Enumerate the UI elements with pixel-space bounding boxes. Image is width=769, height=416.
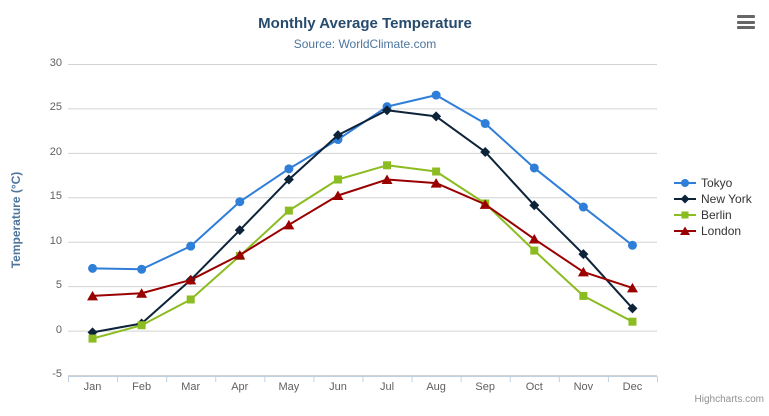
menu-bar xyxy=(737,20,755,24)
new-york-legend-symbol[interactable] xyxy=(680,194,690,204)
legend-item-berlin[interactable]: Berlin xyxy=(674,208,752,222)
point-london[interactable] xyxy=(381,174,393,185)
point-london[interactable] xyxy=(430,178,442,188)
x-axis-label: Jul xyxy=(380,381,395,393)
point-tokyo[interactable] xyxy=(186,241,196,251)
legend-item-tokyo[interactable]: Tokyo xyxy=(674,176,752,190)
hamburger-menu-icon[interactable] xyxy=(737,15,755,29)
point-london[interactable] xyxy=(283,219,295,230)
point-tokyo[interactable] xyxy=(578,202,588,212)
x-axis-label: Feb xyxy=(132,381,152,393)
point-london[interactable] xyxy=(234,250,246,260)
tokyo-legend-marker-icon xyxy=(674,179,696,187)
y-axis-label: 0 xyxy=(55,323,62,336)
point-london[interactable] xyxy=(87,290,99,301)
chart-title: Monthly Average Temperature xyxy=(258,15,472,32)
x-axis-label: Jun xyxy=(329,381,347,393)
point-new-york[interactable] xyxy=(382,105,393,116)
point-new-york[interactable] xyxy=(480,146,491,157)
x-axis-label: May xyxy=(278,381,300,393)
highcharts-credit[interactable]: Highcharts.com xyxy=(694,394,764,405)
x-axis-label: Sep xyxy=(475,381,495,393)
london-legend-symbol[interactable] xyxy=(680,226,690,236)
y-axis-label: 30 xyxy=(49,57,62,69)
y-axis-label: 25 xyxy=(49,101,62,114)
menu-bar xyxy=(737,15,755,18)
legend-label: Tokyo xyxy=(701,176,733,190)
point-berlin[interactable] xyxy=(628,317,637,326)
point-tokyo[interactable] xyxy=(284,164,294,174)
y-axis-label: 20 xyxy=(49,145,62,158)
legend-label: Berlin xyxy=(701,208,732,222)
point-tokyo[interactable] xyxy=(137,264,147,274)
menu-bar xyxy=(737,26,755,29)
point-berlin[interactable] xyxy=(137,321,146,330)
x-axis-label: Dec xyxy=(622,381,643,393)
berlin-legend-marker-icon xyxy=(674,211,696,219)
y-axis-label: 5 xyxy=(55,279,62,292)
chart-subtitle: Source: WorldClimate.com xyxy=(293,37,437,51)
legend-item-new-york[interactable]: New York xyxy=(674,192,752,206)
tokyo-legend-symbol[interactable] xyxy=(681,179,689,187)
point-london[interactable] xyxy=(185,274,197,285)
point-new-york[interactable] xyxy=(283,174,294,185)
y-axis-label: 15 xyxy=(49,190,62,203)
point-london[interactable] xyxy=(626,282,638,293)
point-berlin[interactable] xyxy=(432,167,441,176)
x-axis-label: Jan xyxy=(83,381,102,393)
london-legend-marker-icon xyxy=(674,226,696,236)
point-new-york[interactable] xyxy=(627,303,638,314)
point-new-york[interactable] xyxy=(332,130,343,141)
series-line-berlin[interactable] xyxy=(91,164,634,340)
x-axis-label: Oct xyxy=(525,381,543,393)
point-berlin[interactable] xyxy=(530,246,539,255)
y-axis-labels: -5 0 5 10 15 20 25 30 xyxy=(0,0,62,416)
point-london[interactable] xyxy=(479,199,491,209)
point-london[interactable] xyxy=(577,266,589,277)
point-london[interactable] xyxy=(136,288,148,298)
point-berlin[interactable] xyxy=(284,206,293,215)
point-berlin[interactable] xyxy=(186,295,195,304)
x-axis-label: Mar xyxy=(181,381,201,393)
x-axis-label: Apr xyxy=(231,381,249,393)
series-line-new-york[interactable] xyxy=(91,109,634,334)
legend: Tokyo New York Berlin London xyxy=(674,176,752,238)
point-london[interactable] xyxy=(332,190,344,201)
series-line-london[interactable] xyxy=(91,178,634,297)
point-new-york[interactable] xyxy=(234,225,245,236)
point-berlin[interactable] xyxy=(88,334,97,343)
point-tokyo[interactable] xyxy=(529,163,539,173)
legend-label: London xyxy=(701,224,742,238)
legend-item-london[interactable]: London xyxy=(674,224,752,238)
berlin-legend-symbol[interactable] xyxy=(681,211,689,219)
point-new-york[interactable] xyxy=(431,111,442,122)
y-axis-label: -5 xyxy=(52,368,62,380)
x-axis-label: Nov xyxy=(573,381,594,393)
point-tokyo[interactable] xyxy=(480,119,490,129)
point-tokyo[interactable] xyxy=(627,240,637,250)
point-berlin[interactable] xyxy=(579,291,588,300)
y-axis-label: 10 xyxy=(49,234,62,247)
point-tokyo[interactable] xyxy=(431,90,441,100)
new-york-legend-marker-icon xyxy=(674,194,696,204)
point-new-york[interactable] xyxy=(578,249,589,260)
series-line-tokyo[interactable] xyxy=(91,94,634,271)
point-london[interactable] xyxy=(528,234,540,244)
point-tokyo[interactable] xyxy=(88,263,98,273)
point-berlin[interactable] xyxy=(333,175,342,184)
point-new-york[interactable] xyxy=(529,200,540,211)
point-tokyo[interactable] xyxy=(235,197,245,207)
x-axis-label: Aug xyxy=(426,381,446,393)
point-berlin[interactable] xyxy=(383,161,392,170)
legend-label: New York xyxy=(701,192,752,206)
